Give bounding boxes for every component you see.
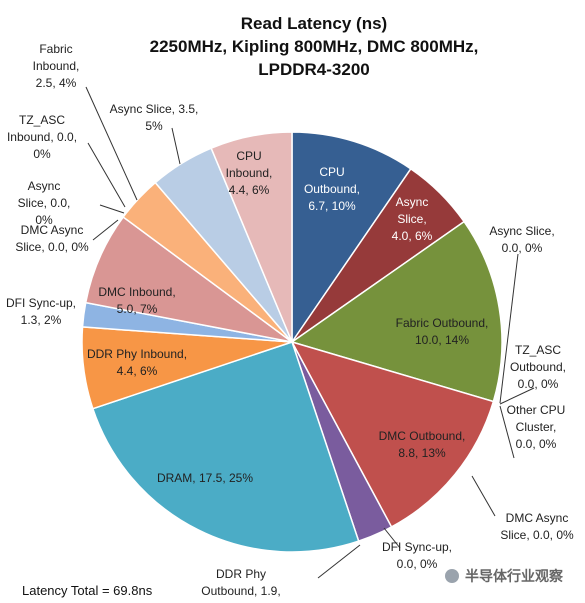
slice-label-line: DMC Async <box>21 223 84 237</box>
leader-line-8 <box>383 527 401 549</box>
slice-label-line: 6.7, 10% <box>308 199 356 213</box>
slice-label-line: DMC Inbound, <box>98 285 175 299</box>
slice-label-13: DMC Inbound, 5.0, 7% <box>98 285 175 316</box>
slice-label-line: Slice, <box>397 212 426 226</box>
slice-label-line: Slice, 0.0, 0% <box>500 528 574 542</box>
slice-label-12: DFI Sync-up, 1.3, 2% <box>6 296 76 327</box>
slice-label-line: 0.0, 0% <box>502 241 543 255</box>
slice-label-line: CPU <box>319 165 344 179</box>
slice-label-16: TZ_ASC Inbound, 0.0, 0% <box>7 113 77 161</box>
leader-line-4 <box>499 387 535 405</box>
slice-label-line: 5% <box>145 119 163 133</box>
slice-label-line: Cluster, <box>516 420 557 434</box>
slice-label-line: Async Slice, <box>489 224 554 238</box>
slice-label-line: 10.0, 14% <box>415 333 469 347</box>
slice-label-1: Async Slice, 4.0, 6% <box>392 195 433 243</box>
slice-label-line: TZ_ASC <box>19 113 65 127</box>
slice-label-line: CPU <box>236 149 261 163</box>
leader-line-7 <box>471 475 496 517</box>
slice-label-line: 0.0, 0% <box>397 557 438 571</box>
slice-label-4: TZ_ASC Outbound, 0.0, 0% <box>510 343 566 391</box>
slice-label-line: Other CPU <box>507 403 566 417</box>
slice-label-5: Other CPU Cluster, 0.0, 0% <box>507 403 566 451</box>
slice-label-line: TZ_ASC <box>515 343 561 357</box>
slice-label-14: DMC Async Slice, 0.0, 0% <box>15 223 89 254</box>
slice-label-9: DDR Phy Outbound, 1.9, <box>201 567 280 598</box>
slice-label-line: 8.8, 13% <box>398 446 446 460</box>
wechat-icon <box>445 569 459 583</box>
leader-line-17 <box>85 86 138 201</box>
pie-slice-6 <box>290 340 495 528</box>
slice-label-2: Async Slice, 0.0, 0% <box>489 224 554 255</box>
slice-label-line: DFI Sync-up, <box>382 540 452 554</box>
slice-label-line: Async <box>396 195 429 209</box>
pie-slice-10 <box>91 341 360 553</box>
leader-line-9 <box>317 544 361 579</box>
leader-line-5 <box>499 405 515 459</box>
pie-slice-19 <box>210 131 293 343</box>
slice-label-line: DMC Outbound, <box>379 429 466 443</box>
slice-label-line: Inbound, <box>33 59 80 73</box>
slice-label-line: 4.4, 6% <box>229 183 270 197</box>
slice-label-line: Outbound, <box>510 360 566 374</box>
slice-label-8: DFI Sync-up, 0.0, 0% <box>382 540 452 571</box>
slice-label-line: 5.0, 7% <box>117 302 158 316</box>
slice-label-line: DFI Sync-up, <box>6 296 76 310</box>
slice-label-10: DRAM, 17.5, 25% <box>157 471 253 485</box>
slice-label-line: 4.0, 6% <box>392 229 433 243</box>
slice-label-line: 0.0, 0% <box>516 437 557 451</box>
slice-label-line: DMC Async <box>506 511 569 525</box>
slice-label-line: 1.3, 2% <box>21 313 62 327</box>
slice-label-line: DDR Phy <box>216 567 266 581</box>
slice-label-7: DMC Async Slice, 0.0, 0% <box>500 511 574 542</box>
slice-label-line: Inbound, <box>226 166 273 180</box>
slice-label-0: CPU Outbound, 6.7, 10% <box>304 165 360 213</box>
latency-total: Latency Total = 69.8ns <box>22 583 153 598</box>
pie-slice-0 <box>291 131 412 345</box>
slice-label-line: Slice, 0.0, <box>18 196 71 210</box>
leader-line-18 <box>171 127 181 165</box>
slice-label-line: 0% <box>35 213 53 227</box>
chart-title-line-1: Read Latency (ns) <box>240 14 388 33</box>
slice-label-19: CPU Inbound, 4.4, 6% <box>226 149 273 197</box>
slice-label-line: Outbound, 1.9, <box>201 584 280 598</box>
slice-label-18: Async Slice, 3.5, 5% <box>110 102 199 133</box>
slice-label-line: DRAM, 17.5, 25% <box>157 471 253 485</box>
slice-label-line: Fabric Outbound, <box>396 316 489 330</box>
slice-label-line: Inbound, 0.0, <box>7 130 77 144</box>
slice-label-17: Fabric Inbound, 2.5, 4% <box>33 42 80 90</box>
slice-label-line: 0% <box>33 147 51 161</box>
slice-label-6: DMC Outbound, 8.8, 13% <box>379 429 466 460</box>
watermark-text: 半导体行业观察 <box>465 568 563 584</box>
slice-label-line: 2.5, 4% <box>36 76 77 90</box>
leader-line-15 <box>99 204 125 214</box>
pie-slice-3 <box>290 220 503 403</box>
slice-label-line: 4.4, 6% <box>117 364 158 378</box>
watermark: 半导体行业观察 <box>445 566 563 586</box>
slice-label-line: 0.0, 0% <box>518 377 559 391</box>
slice-label-3: Fabric Outbound, 10.0, 14% <box>396 316 489 347</box>
slice-label-line: Async <box>28 179 61 193</box>
slice-label-11: DDR Phy Inbound, 4.4, 6% <box>87 347 187 378</box>
slice-label-line: DDR Phy Inbound, <box>87 347 187 361</box>
slice-label-line: Outbound, <box>304 182 360 196</box>
chart-title-line-2: 2250MHz, Kipling 800MHz, DMC 800MHz, <box>149 37 479 56</box>
leader-line-14 <box>92 219 119 241</box>
slice-label-line: Async Slice, 3.5, <box>110 102 199 116</box>
slice-label-line: Fabric <box>39 42 72 56</box>
leader-line-16 <box>87 142 126 208</box>
chart-title-line-3: LPDDR4-3200 <box>258 60 370 79</box>
slice-label-line: Slice, 0.0, 0% <box>15 240 89 254</box>
slice-label-15: Async Slice, 0.0, 0% <box>18 179 71 227</box>
leader-line-2 <box>499 253 519 404</box>
